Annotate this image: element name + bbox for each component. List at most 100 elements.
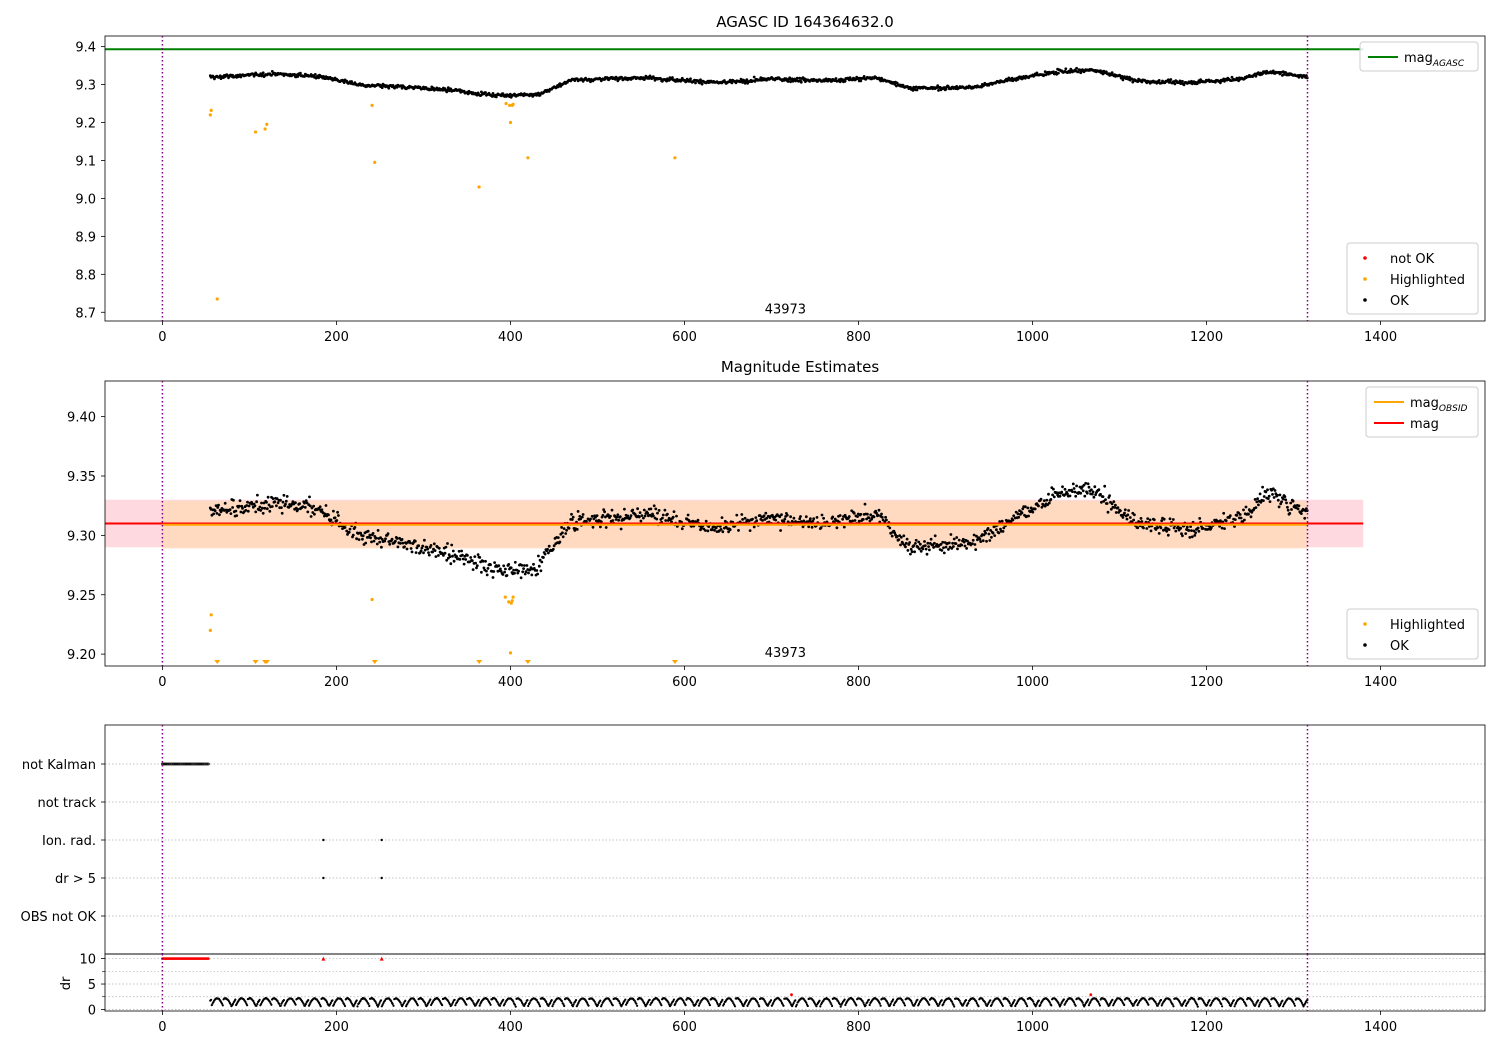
ok-point	[301, 505, 305, 508]
dr-point	[866, 1001, 869, 1004]
ok-point	[741, 518, 744, 521]
ok-point	[449, 87, 453, 91]
ok-point	[947, 548, 950, 551]
ok-point	[369, 536, 372, 540]
ok-point	[235, 514, 239, 517]
ok-point	[941, 540, 945, 544]
ok-point	[960, 543, 964, 547]
axes-frame	[104, 724, 1486, 955]
ok-point	[306, 510, 310, 514]
ok-point	[1109, 507, 1113, 511]
ok-point	[955, 536, 959, 539]
dr-point	[399, 1001, 402, 1004]
dr-point	[513, 1003, 517, 1006]
dr-point	[839, 1005, 842, 1008]
dr-point	[643, 1001, 646, 1005]
ok-point	[1042, 499, 1046, 502]
ok-point	[972, 533, 976, 537]
ok-point	[561, 531, 564, 535]
ok-point	[663, 508, 667, 512]
ok-point	[1084, 481, 1088, 485]
ok-point	[513, 560, 517, 564]
legend-label: Highlighted	[1390, 273, 1465, 288]
dr-point	[244, 1000, 247, 1004]
ok-point	[661, 516, 664, 520]
dr-point	[1195, 1003, 1199, 1006]
dr-point	[958, 999, 961, 1002]
ok-point	[1238, 513, 1242, 516]
ok-point	[332, 509, 335, 513]
ok-point	[936, 84, 940, 88]
dr-point	[1108, 1004, 1111, 1007]
ok-point	[1114, 511, 1118, 514]
ok-point	[957, 538, 961, 542]
highlighted-below-axis-marker	[476, 660, 483, 664]
ok-point	[1209, 526, 1213, 530]
ok-point	[318, 507, 321, 511]
ok-point	[492, 570, 496, 573]
ok-point	[446, 542, 449, 545]
ok-point	[752, 525, 756, 529]
ok-point	[863, 502, 867, 506]
ok-point	[473, 555, 477, 558]
ok-point	[783, 517, 787, 521]
dr-point	[624, 998, 627, 1001]
dr-point	[453, 998, 456, 1002]
ok-point	[266, 495, 270, 499]
dr-point	[986, 1004, 989, 1008]
ok-point	[761, 519, 764, 522]
ok-point	[1157, 79, 1161, 82]
dr-point	[694, 1003, 697, 1006]
ok-point	[1266, 497, 1270, 500]
ok-point	[426, 547, 430, 551]
dr-point	[1039, 1003, 1042, 1007]
ok-point	[947, 541, 951, 545]
dr-point	[1184, 1004, 1188, 1007]
flag-point	[205, 762, 209, 766]
dr-point	[719, 1002, 722, 1006]
dr-point	[307, 999, 310, 1002]
ok-point	[1123, 511, 1126, 515]
dr-point	[1235, 1001, 1238, 1005]
ok-point	[1172, 526, 1176, 530]
ok-point	[719, 528, 723, 531]
ok-point	[812, 517, 816, 521]
ok-point	[386, 532, 390, 536]
dr-not-ok-point	[1089, 993, 1093, 997]
ok-point	[1258, 492, 1262, 496]
ok-point	[570, 512, 573, 516]
ok-point	[460, 549, 463, 553]
ok-point	[1193, 534, 1197, 537]
ok-point	[628, 516, 632, 520]
legend-label: mag	[1410, 417, 1439, 432]
ok-point	[1101, 495, 1105, 498]
ok-point	[561, 535, 565, 539]
dr-point	[1242, 998, 1245, 1002]
ok-point	[1187, 529, 1191, 532]
dr-point	[404, 999, 407, 1002]
ok-point	[265, 507, 269, 511]
ok-point	[1276, 498, 1280, 502]
ok-point	[504, 567, 507, 571]
dr-point	[1127, 997, 1130, 1000]
dr-point	[1301, 1003, 1304, 1006]
ok-point	[962, 540, 966, 544]
ok-point	[1194, 531, 1197, 535]
flag-point	[206, 762, 210, 766]
highlighted-point	[373, 160, 377, 164]
dr-point	[528, 1001, 531, 1004]
ok-point	[700, 82, 704, 86]
ok-point	[1220, 526, 1224, 530]
dr-point	[552, 1003, 555, 1006]
ok-point	[1233, 525, 1236, 528]
y-tick-label: 9.20	[67, 648, 96, 663]
dr-point	[1300, 1000, 1303, 1003]
ok-point	[664, 519, 668, 522]
ok-point	[1083, 494, 1087, 498]
ok-point	[364, 541, 368, 545]
legend-label-base: mag	[1404, 51, 1433, 66]
dr-point	[570, 1001, 573, 1005]
x-tick-label: 0	[158, 675, 166, 690]
dr-point	[1257, 1005, 1260, 1008]
